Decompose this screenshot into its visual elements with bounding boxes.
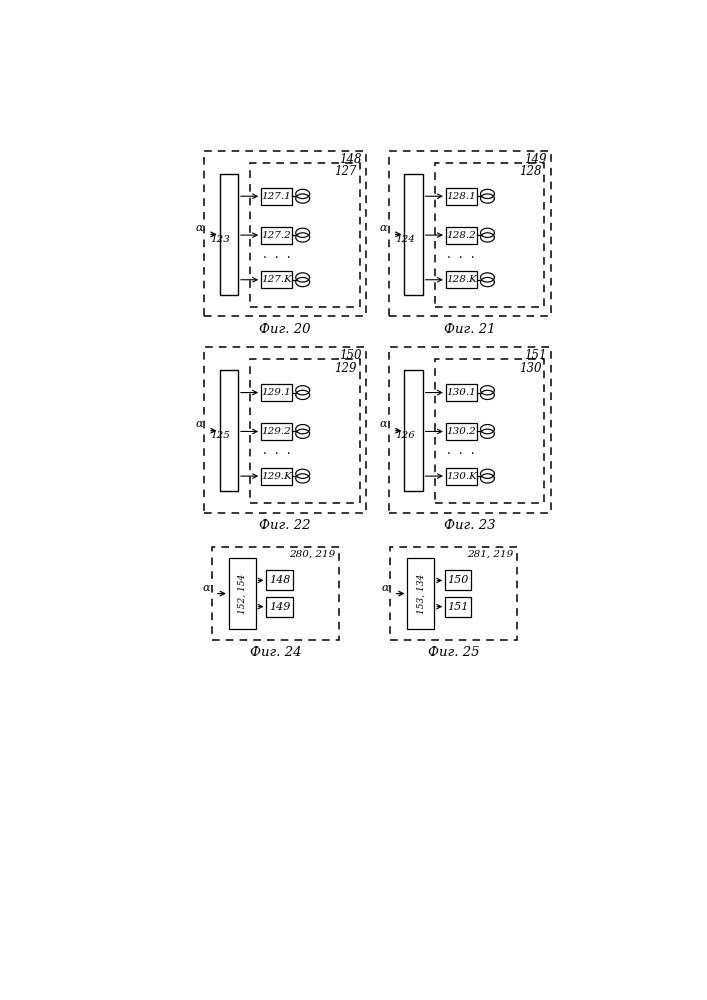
- Bar: [267, 570, 293, 590]
- Text: 126: 126: [395, 431, 415, 440]
- Text: Фиг. 25: Фиг. 25: [428, 646, 480, 659]
- Text: 124: 124: [395, 235, 415, 244]
- Text: α: α: [195, 419, 203, 429]
- Text: 128: 128: [519, 165, 542, 178]
- Text: 130.K: 130.K: [446, 472, 477, 481]
- Bar: [404, 174, 423, 295]
- Text: 149: 149: [269, 602, 291, 612]
- Text: 150: 150: [448, 575, 469, 585]
- Text: 129.2: 129.2: [262, 427, 291, 436]
- Bar: [267, 597, 293, 617]
- Bar: [445, 570, 472, 590]
- Bar: [219, 174, 238, 295]
- Text: 127.2: 127.2: [262, 231, 291, 240]
- Text: 280, 219: 280, 219: [288, 550, 335, 559]
- Text: 148: 148: [269, 575, 291, 585]
- Bar: [446, 271, 477, 288]
- Text: 151: 151: [448, 602, 469, 612]
- Bar: [446, 384, 477, 401]
- Text: 281, 219: 281, 219: [467, 550, 514, 559]
- Text: 148: 148: [339, 153, 362, 166]
- Text: α: α: [203, 583, 210, 593]
- Text: Фиг. 20: Фиг. 20: [259, 323, 310, 336]
- Text: 127.1: 127.1: [262, 192, 291, 201]
- Bar: [261, 384, 292, 401]
- Bar: [445, 597, 472, 617]
- Text: Фиг. 24: Фиг. 24: [250, 646, 301, 659]
- Bar: [407, 558, 434, 629]
- Text: ·  ·  ·: · · ·: [448, 448, 475, 461]
- Bar: [229, 558, 256, 629]
- Text: 152, 154: 152, 154: [238, 573, 247, 614]
- Text: ·  ·  ·: · · ·: [263, 252, 291, 265]
- Text: 150: 150: [339, 349, 362, 362]
- Text: α: α: [381, 583, 389, 593]
- Bar: [261, 227, 292, 244]
- Bar: [261, 188, 292, 205]
- Text: 123: 123: [210, 235, 230, 244]
- Bar: [446, 423, 477, 440]
- Text: ·  ·  ·: · · ·: [263, 448, 291, 461]
- Text: α: α: [380, 223, 387, 233]
- Text: ·  ·  ·: · · ·: [448, 252, 475, 265]
- Text: 125: 125: [210, 431, 230, 440]
- Text: 128.K: 128.K: [446, 275, 477, 284]
- Text: 151: 151: [525, 349, 547, 362]
- Text: Фиг. 21: Фиг. 21: [444, 323, 496, 336]
- Text: 130.2: 130.2: [446, 427, 476, 436]
- Bar: [446, 227, 477, 244]
- Text: 128.1: 128.1: [446, 192, 476, 201]
- Bar: [261, 423, 292, 440]
- Bar: [404, 370, 423, 491]
- Text: 129.K: 129.K: [261, 472, 292, 481]
- Text: 130.1: 130.1: [446, 388, 476, 397]
- Text: 127: 127: [334, 165, 356, 178]
- Bar: [219, 370, 238, 491]
- Text: 149: 149: [525, 153, 547, 166]
- Bar: [446, 468, 477, 485]
- Text: 127.K: 127.K: [261, 275, 292, 284]
- Text: Фиг. 22: Фиг. 22: [259, 519, 310, 532]
- Text: 128.2: 128.2: [446, 231, 476, 240]
- Text: α: α: [195, 223, 203, 233]
- Text: 130: 130: [519, 362, 542, 375]
- Text: α: α: [380, 419, 387, 429]
- Text: 153, 134: 153, 134: [416, 573, 426, 614]
- Text: Фиг. 23: Фиг. 23: [444, 519, 496, 532]
- Text: 129.1: 129.1: [262, 388, 291, 397]
- Bar: [261, 271, 292, 288]
- Bar: [261, 468, 292, 485]
- Text: 129: 129: [334, 362, 356, 375]
- Bar: [446, 188, 477, 205]
